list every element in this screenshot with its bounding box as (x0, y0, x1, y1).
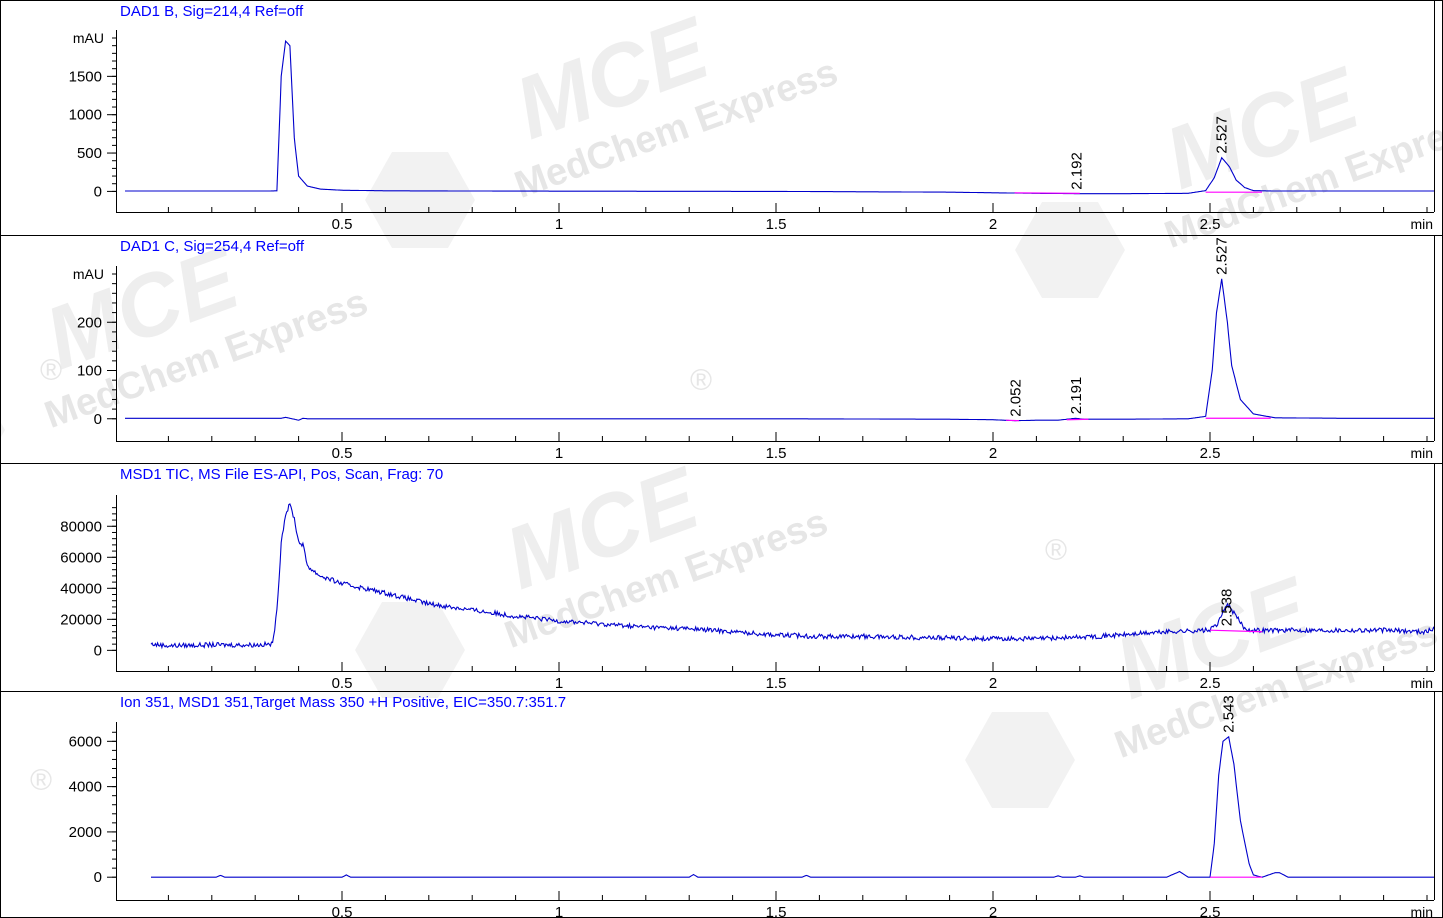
peak-label: 2.191 (1068, 377, 1085, 415)
x-axis-label: min (1410, 675, 1433, 691)
x-tick-label: 0.5 (332, 904, 353, 918)
y-axis-label: mAU (73, 30, 104, 46)
x-tick-label: 1 (555, 216, 563, 233)
signal-trace (125, 278, 1434, 422)
integration-baseline (1014, 192, 1080, 194)
x-tick-label: 2 (989, 904, 997, 918)
x-tick-label: 2 (989, 445, 997, 462)
signal-trace (151, 735, 1434, 878)
y-tick-label: 1000 (69, 107, 102, 124)
x-tick-label: 2 (989, 216, 997, 233)
y-tick-label: 0 (94, 869, 102, 886)
y-tick-label: 200 (77, 314, 102, 331)
y-tick-label: 0 (94, 183, 102, 200)
peak-label: 2.527 (1214, 116, 1231, 154)
x-tick-label: 1.5 (766, 904, 787, 918)
x-tick-label: 0.5 (332, 216, 353, 233)
y-tick-label: 500 (77, 145, 102, 162)
x-tick-label: 2 (989, 675, 997, 692)
chart-panel-2: DAD1 C, Sig=254,4 Ref=off mAU 0 100 200 0.5 1 1… (0, 235, 1443, 462)
y-tick-label: 20000 (60, 611, 102, 628)
chart-panel-3: MSD1 TIC, MS File ES-API, Pos, Scan, Fra… (0, 463, 1443, 692)
chart-panel-1: DAD1 B, Sig=214,4 Ref=off mAU 0 500 1000 1500… (69, 0, 1435, 233)
y-tick-label: 80000 (60, 518, 102, 535)
x-tick-label: 2.5 (1200, 445, 1221, 462)
chart-title: Ion 351, MSD1 351,Target Mass 350 +H Pos… (120, 694, 566, 711)
x-axis-label: min (1410, 445, 1433, 461)
peak-label: 2.538 (1218, 589, 1235, 627)
x-tick-label: 2.5 (1200, 675, 1221, 692)
signal-trace (125, 39, 1434, 195)
y-axis-label: mAU (73, 266, 104, 282)
y-tick-label: 100 (77, 363, 102, 380)
y-tick-label: 2000 (69, 824, 102, 841)
chart-title: MSD1 TIC, MS File ES-API, Pos, Scan, Fra… (120, 466, 443, 483)
y-tick-label: 60000 (60, 549, 102, 566)
y-tick-label: 4000 (69, 779, 102, 796)
x-tick-label: 0.5 (332, 675, 353, 692)
signal-trace (150, 503, 1434, 650)
chart-title: DAD1 C, Sig=254,4 Ref=off (120, 238, 305, 255)
x-tick-label: 1 (555, 445, 563, 462)
x-tick-label: 1.5 (766, 675, 787, 692)
chart-title: DAD1 B, Sig=214,4 Ref=off (120, 3, 304, 20)
x-tick-label: 2.5 (1200, 216, 1221, 233)
x-axis-label: min (1410, 216, 1433, 232)
y-tick-label: 0 (94, 642, 102, 659)
y-tick-label: 0 (94, 411, 102, 428)
y-tick-label: 40000 (60, 580, 102, 597)
x-tick-label: 1 (555, 904, 563, 918)
x-tick-label: 1.5 (766, 445, 787, 462)
x-tick-label: 2.5 (1200, 904, 1221, 918)
peak-label: 2.052 (1008, 379, 1025, 417)
chart-panel-4: Ion 351, MSD1 351,Target Mass 350 +H Pos… (0, 691, 1443, 918)
x-tick-label: 1 (555, 675, 563, 692)
x-tick-label: 1.5 (766, 216, 787, 233)
x-axis-label: min (1410, 904, 1433, 918)
peak-label: 2.527 (1214, 237, 1231, 275)
y-tick-label: 6000 (69, 733, 102, 750)
y-tick-label: 1500 (69, 68, 102, 85)
peak-label: 2.543 (1221, 695, 1238, 733)
x-tick-label: 0.5 (332, 445, 353, 462)
integration-baseline (1209, 629, 1263, 633)
peak-label: 2.192 (1068, 152, 1085, 190)
